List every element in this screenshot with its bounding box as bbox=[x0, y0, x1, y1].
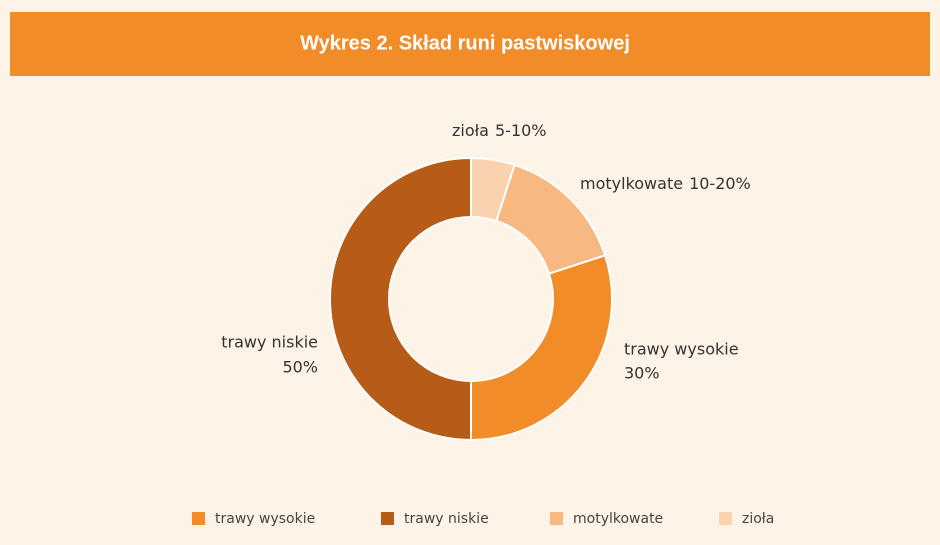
slice-label: zioła 5-10% bbox=[452, 121, 547, 140]
slice-value: 30% bbox=[624, 364, 660, 383]
legend-swatch bbox=[381, 512, 394, 525]
slice-name: zioła bbox=[452, 121, 489, 140]
legend-label: motylkowate bbox=[573, 511, 663, 527]
chart-title: Wykres 2. Skład runi pastwiskowej bbox=[300, 32, 630, 54]
slice-value: 10-20% bbox=[689, 174, 751, 193]
slice-name: trawy niskie bbox=[221, 333, 318, 352]
slice-name: trawy wysokie bbox=[624, 340, 739, 359]
slice-value: 50% bbox=[282, 358, 318, 377]
donut-slice bbox=[470, 254, 613, 442]
legend-swatch bbox=[719, 512, 732, 525]
legend-swatch bbox=[192, 512, 205, 525]
legend-label: zioła bbox=[742, 511, 774, 527]
title-bar bbox=[10, 12, 930, 76]
slice-name: motylkowate bbox=[580, 174, 683, 193]
legend-label: trawy niskie bbox=[404, 511, 489, 527]
slice-label: motylkowate 10-20% bbox=[580, 174, 751, 193]
legend-label: trawy wysokie bbox=[215, 511, 315, 527]
legend-swatch bbox=[550, 512, 563, 525]
donut-slice bbox=[329, 156, 472, 442]
slice-value: 5-10% bbox=[495, 121, 547, 140]
